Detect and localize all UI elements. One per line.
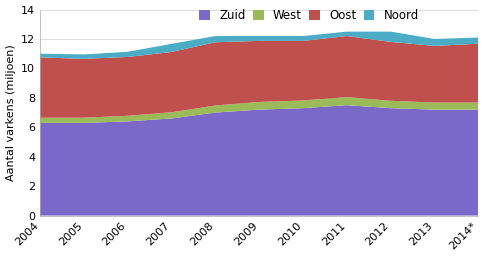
Y-axis label: Aantal varkens (miljoen): Aantal varkens (miljoen) [5,44,15,181]
Legend: Zuid, West, Oost, Noord: Zuid, West, Oost, Noord [199,9,419,22]
